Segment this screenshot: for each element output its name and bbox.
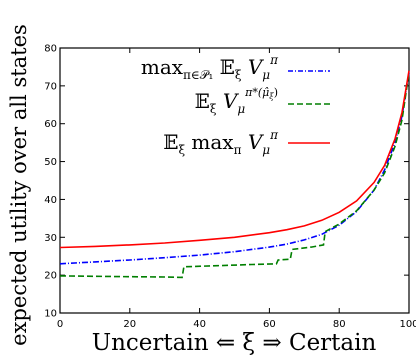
legend-entry-1: maxπ∈𝒫₁ 𝔼ξ Vμπ xyxy=(141,53,279,82)
x-tick-label: 20 xyxy=(123,319,136,330)
y-axis-label: expected utility over all states xyxy=(7,24,31,346)
series-group xyxy=(59,70,410,279)
y-tick-label: 20 xyxy=(44,271,57,282)
x-tick-label: 40 xyxy=(193,319,206,330)
x-tick-label: 0 xyxy=(57,319,63,330)
series-line-3 xyxy=(59,70,410,249)
y-tick-label: 10 xyxy=(44,309,57,320)
x-tick-label: 60 xyxy=(263,319,276,330)
y-tick-label: 70 xyxy=(44,81,57,92)
series-line-1 xyxy=(59,72,410,265)
y-tick-label: 60 xyxy=(44,119,57,130)
y-tick-label: 50 xyxy=(44,157,57,168)
plot-frame xyxy=(59,47,410,314)
y-tick-label: 40 xyxy=(44,195,57,206)
x-axis-label: Uncertain ⇐ ξ ⇒ Certain xyxy=(92,330,377,356)
y-tick-label: 30 xyxy=(44,233,57,244)
y-tick-label: 80 xyxy=(44,44,57,55)
legend: maxπ∈𝒫₁ 𝔼ξ Vμπ 𝔼ξ Vμπ*(μ̂ξ) 𝔼ξ maxπ Vμπ xyxy=(141,53,330,157)
series-line-2 xyxy=(59,72,410,279)
x-tick-label: 80 xyxy=(333,319,346,330)
x-tick-label: 100 xyxy=(399,319,416,330)
legend-entry-2: 𝔼ξ Vμπ*(μ̂ξ) xyxy=(195,86,278,116)
ticks: 0 20 40 60 80 100 10 20 30 40 50 60 70 80 xyxy=(44,44,416,331)
legend-entry-3: 𝔼ξ maxπ Vμπ xyxy=(163,128,279,157)
